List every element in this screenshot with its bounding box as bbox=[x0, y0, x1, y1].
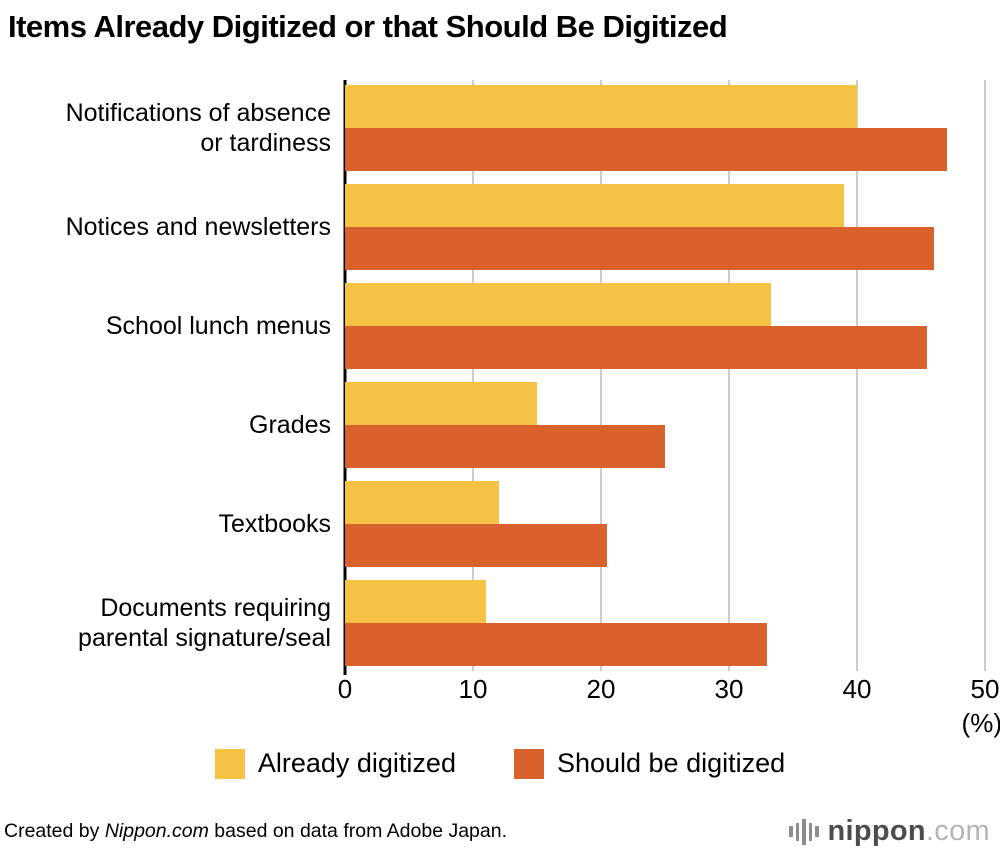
category-label: Documents requiring parental signature/s… bbox=[78, 593, 331, 653]
credit-line: Created by Nippon.com based on data from… bbox=[4, 820, 507, 843]
bar-already-digitized bbox=[345, 283, 772, 326]
chart-row: Notices and newsletters bbox=[0, 184, 1000, 270]
chart-body: Notifications of absence or tardiness Not… bbox=[0, 80, 1000, 675]
bar-should-be-digitized bbox=[345, 524, 608, 567]
bar-group bbox=[345, 382, 985, 468]
soundwave-icon bbox=[789, 817, 819, 847]
legend-item-should-be-digitized: Should be digitized bbox=[513, 748, 786, 779]
chart-row: Notifications of absence or tardiness bbox=[0, 85, 1000, 171]
bar-group bbox=[345, 283, 985, 369]
bar-already-digitized bbox=[345, 184, 845, 227]
bar-group bbox=[345, 481, 985, 567]
legend-item-already-digitized: Already digitized bbox=[214, 748, 456, 779]
chart-row: Documents requiring parental signature/s… bbox=[0, 580, 1000, 666]
bar-already-digitized bbox=[345, 481, 499, 524]
x-axis-unit: (%) bbox=[961, 708, 1000, 738]
credit-prefix: Created by bbox=[4, 820, 105, 842]
x-tick-label: 10 bbox=[458, 674, 488, 704]
logo-text-nippon: nippon bbox=[827, 815, 926, 847]
chart-row: Textbooks bbox=[0, 481, 1000, 567]
bar-group bbox=[345, 580, 985, 666]
bar-should-be-digitized bbox=[345, 425, 665, 468]
x-axis: (%) 0 10 20 30 40 50 bbox=[338, 674, 1000, 746]
bar-group bbox=[345, 184, 985, 270]
legend-label-should-be-digitized: Should be digitized bbox=[556, 748, 786, 778]
x-tick-label: 30 bbox=[714, 674, 744, 704]
bar-should-be-digitized bbox=[345, 128, 947, 171]
bar-should-be-digitized bbox=[345, 623, 768, 666]
bar-already-digitized bbox=[345, 382, 537, 425]
category-label: Notifications of absence or tardiness bbox=[65, 98, 331, 158]
credit-suffix: based on data from Adobe Japan. bbox=[208, 820, 508, 842]
category-label: School lunch menus bbox=[105, 311, 331, 340]
bar-should-be-digitized bbox=[345, 227, 934, 270]
chart-title: Items Already Digitized or that Should B… bbox=[8, 9, 728, 44]
legend-swatch-should-be-digitized bbox=[513, 748, 544, 779]
category-label: Textbooks bbox=[218, 509, 331, 538]
chart-row: School lunch menus bbox=[0, 283, 1000, 369]
logo-text-com: .com bbox=[925, 815, 990, 847]
chart-row: Grades bbox=[0, 382, 1000, 468]
bar-already-digitized bbox=[345, 85, 857, 128]
x-tick-label: 0 bbox=[337, 674, 353, 704]
category-label: Grades bbox=[249, 410, 331, 439]
credit-source: Nippon.com bbox=[104, 820, 209, 842]
chart-rows: Notifications of absence or tardiness Not… bbox=[0, 85, 1000, 666]
nippon-logo: nippon.com bbox=[789, 815, 990, 848]
x-tick-label: 20 bbox=[586, 674, 616, 704]
x-tick-label: 40 bbox=[842, 674, 872, 704]
category-label: Notices and newsletters bbox=[65, 212, 331, 241]
legend-label-already-digitized: Already digitized bbox=[257, 748, 456, 778]
bar-chart: Notifications of absence or tardiness Not… bbox=[0, 80, 1000, 746]
bar-already-digitized bbox=[345, 580, 486, 623]
legend: Already digitized Should be digitized bbox=[0, 748, 1000, 779]
x-tick-label: 50 bbox=[970, 674, 1000, 704]
footer: Created by Nippon.com based on data from… bbox=[4, 815, 990, 848]
bar-group bbox=[345, 85, 985, 171]
legend-swatch-already-digitized bbox=[214, 748, 245, 779]
bar-should-be-digitized bbox=[345, 326, 928, 369]
logo-wordmark: nippon.com bbox=[828, 815, 990, 848]
